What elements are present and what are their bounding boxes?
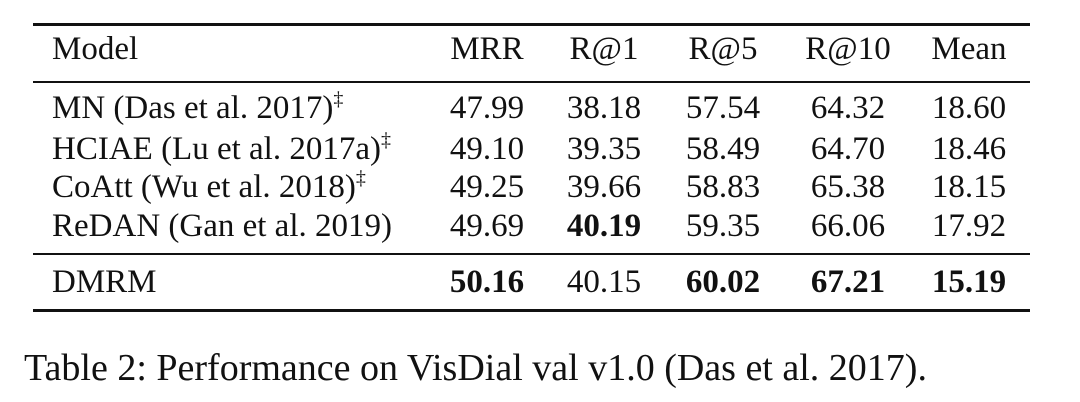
table-row: MN (Das et al. 2017)‡ 47.99 38.18 57.54 … — [0, 88, 1080, 128]
header-r5: R@5 — [688, 31, 758, 67]
model-name: HCIAE (Lu et al. 2017a) — [52, 131, 381, 167]
r5-cell: 57.54 — [685, 90, 761, 126]
table-row: HCIAE (Lu et al. 2017a)‡ 49.10 39.35 58.… — [0, 129, 1080, 169]
table-caption: Table 2: Performance on VisDial val v1.0… — [24, 347, 927, 389]
table-row: CoAtt (Wu et al. 2018)‡ 49.25 39.66 58.8… — [0, 167, 1080, 207]
mean-cell: 17.92 — [931, 208, 1007, 244]
r10-cell: 64.70 — [810, 131, 886, 167]
model-name: CoAtt (Wu et al. 2018) — [52, 169, 356, 205]
r5-cell: 59.35 — [685, 208, 761, 244]
model-cell: CoAtt (Wu et al. 2018)‡ — [52, 167, 366, 207]
r1-cell: 39.35 — [566, 131, 642, 167]
r10-cell: 65.38 — [810, 169, 886, 205]
model-cell: MN (Das et al. 2017)‡ — [52, 88, 343, 128]
mean-cell: 18.15 — [931, 169, 1007, 205]
r5-cell: 58.83 — [685, 169, 761, 205]
header-r1: R@1 — [569, 31, 639, 67]
mrr-cell: 49.25 — [449, 169, 525, 205]
table-ours-rule — [33, 253, 1030, 255]
r10-cell: 64.32 — [810, 90, 886, 126]
header-model: Model — [52, 31, 139, 67]
mrr-cell: 49.10 — [449, 131, 525, 167]
model-cell: ReDAN (Gan et al. 2019) — [52, 206, 392, 246]
mrr-cell: 47.99 — [449, 90, 525, 126]
model-cell: HCIAE (Lu et al. 2017a)‡ — [52, 129, 391, 169]
mrr-cell-best: 50.16 — [449, 264, 525, 300]
mean-cell-best: 15.19 — [931, 264, 1007, 300]
r1-cell: 38.18 — [566, 90, 642, 126]
table-top-rule — [33, 23, 1030, 26]
r10-cell: 66.06 — [810, 208, 886, 244]
dagger-marker: ‡ — [333, 88, 344, 110]
model-name: ReDAN (Gan et al. 2019) — [52, 208, 392, 244]
r1-cell-best: 40.19 — [566, 208, 642, 244]
table-header-rule — [33, 81, 1030, 83]
mrr-cell: 49.69 — [449, 208, 525, 244]
r5-cell-best: 60.02 — [685, 264, 761, 300]
table-header-row: Model MRR R@1 R@5 R@10 Mean — [0, 29, 1080, 69]
r5-cell: 58.49 — [685, 131, 761, 167]
mean-cell: 18.46 — [931, 131, 1007, 167]
table-row-ours: DMRM 50.16 40.15 60.02 67.21 15.19 — [0, 262, 1080, 302]
r10-cell-best: 67.21 — [810, 264, 886, 300]
header-mrr: MRR — [450, 31, 524, 67]
header-mean: Mean — [931, 31, 1007, 67]
table-bottom-rule — [33, 309, 1030, 312]
model-name: DMRM — [52, 264, 157, 300]
r1-cell: 39.66 — [566, 169, 642, 205]
dagger-marker: ‡ — [381, 129, 391, 151]
dagger-marker: ‡ — [355, 167, 366, 189]
header-r10: R@10 — [805, 31, 891, 67]
r1-cell: 40.15 — [566, 264, 642, 300]
model-name: MN (Das et al. 2017) — [52, 90, 334, 126]
table-row: ReDAN (Gan et al. 2019) 49.69 40.19 59.3… — [0, 206, 1080, 246]
model-cell: DMRM — [52, 262, 157, 302]
mean-cell: 18.60 — [931, 90, 1007, 126]
